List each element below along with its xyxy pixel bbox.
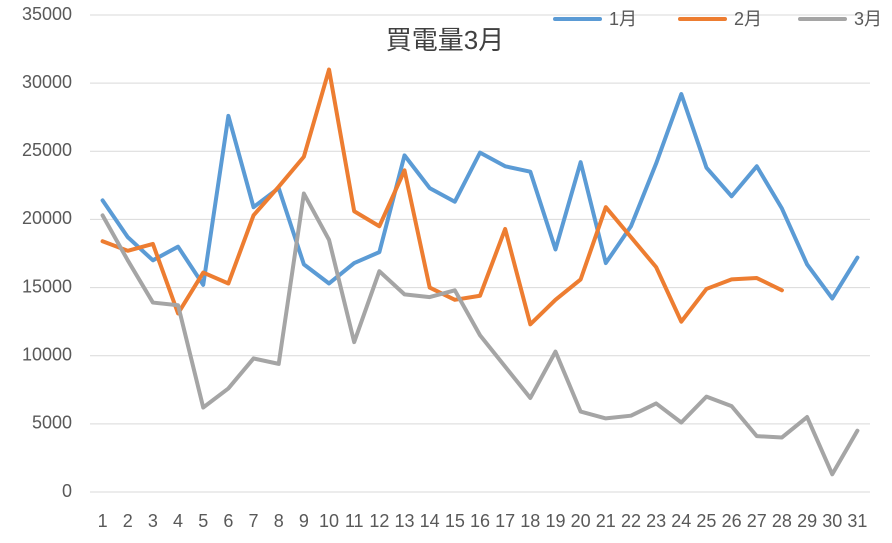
x-tick-label: 13 xyxy=(395,511,415,531)
x-tick-label: 21 xyxy=(596,511,616,531)
x-tick-label: 30 xyxy=(822,511,842,531)
x-tick-label: 8 xyxy=(274,511,284,531)
series-line xyxy=(100,191,860,477)
chart-title: 買電量3月 xyxy=(386,25,504,55)
x-tick-label: 25 xyxy=(696,511,716,531)
x-tick-label: 5 xyxy=(198,511,208,531)
x-tick-label: 3 xyxy=(148,511,158,531)
legend-label: 3月 xyxy=(854,9,882,29)
x-tick-label: 2 xyxy=(123,511,133,531)
series-line xyxy=(100,92,860,301)
x-tick-label: 14 xyxy=(420,511,440,531)
x-tick-label: 31 xyxy=(847,511,867,531)
y-tick-label: 20000 xyxy=(22,208,72,228)
x-tick-label: 29 xyxy=(797,511,817,531)
legend-label: 1月 xyxy=(609,9,637,29)
x-tick-label: 9 xyxy=(299,511,309,531)
x-tick-label: 16 xyxy=(470,511,490,531)
y-tick-label: 10000 xyxy=(22,344,72,364)
x-tick-label: 17 xyxy=(495,511,515,531)
x-tick-label: 4 xyxy=(173,511,183,531)
y-tick-label: 15000 xyxy=(22,276,72,296)
x-tick-label: 10 xyxy=(319,511,339,531)
y-tick-label: 35000 xyxy=(22,4,72,24)
legend-label: 2月 xyxy=(734,9,762,29)
x-tick-label: 24 xyxy=(671,511,691,531)
y-tick-label: 30000 xyxy=(22,72,72,92)
x-tick-label: 19 xyxy=(545,511,565,531)
x-tick-label: 18 xyxy=(520,511,540,531)
x-tick-label: 11 xyxy=(345,511,364,531)
x-tick-label: 23 xyxy=(646,511,666,531)
x-tick-label: 27 xyxy=(747,511,767,531)
y-tick-label: 5000 xyxy=(32,413,72,433)
x-tick-label: 28 xyxy=(772,511,792,531)
x-tick-label: 12 xyxy=(369,511,389,531)
y-tick-label: 0 xyxy=(62,481,72,501)
x-tick-label: 6 xyxy=(223,511,233,531)
x-tick-label: 26 xyxy=(722,511,742,531)
x-tick-label: 22 xyxy=(621,511,641,531)
x-tick-label: 7 xyxy=(249,511,259,531)
x-tick-label: 1 xyxy=(98,511,108,531)
x-tick-label: 15 xyxy=(445,511,465,531)
y-tick-label: 25000 xyxy=(22,140,72,160)
x-tick-label: 20 xyxy=(571,511,591,531)
